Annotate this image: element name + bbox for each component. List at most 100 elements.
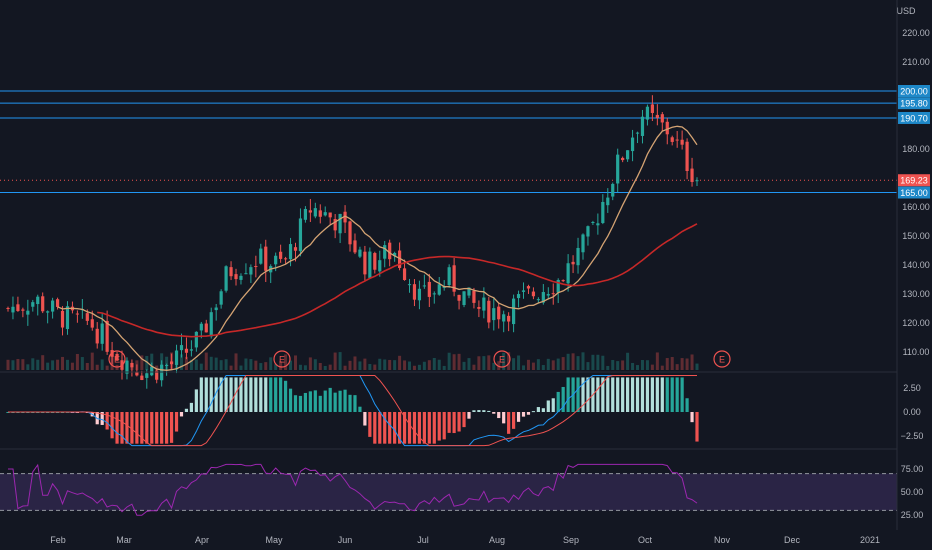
- macd-pane[interactable]: [6, 375, 699, 447]
- candle-body[interactable]: [283, 258, 288, 260]
- candle-body[interactable]: [298, 218, 303, 252]
- candle-body[interactable]: [477, 306, 481, 309]
- candle-body[interactable]: [90, 319, 94, 328]
- candle-body[interactable]: [566, 263, 570, 284]
- candle-body[interactable]: [135, 371, 139, 376]
- candle-body[interactable]: [51, 300, 55, 312]
- candle-body[interactable]: [328, 212, 332, 218]
- candle-body[interactable]: [174, 350, 179, 365]
- candle-body[interactable]: [561, 280, 565, 282]
- candle-body[interactable]: [303, 208, 308, 220]
- candle-body[interactable]: [397, 250, 402, 268]
- candle-body[interactable]: [6, 307, 10, 309]
- candle-body[interactable]: [21, 309, 25, 311]
- candle-body[interactable]: [313, 208, 317, 217]
- candle-body[interactable]: [462, 291, 466, 306]
- candle-body[interactable]: [308, 210, 312, 213]
- candle-body[interactable]: [556, 279, 560, 293]
- candle-body[interactable]: [36, 296, 40, 305]
- candle-body[interactable]: [417, 288, 422, 301]
- candle-body[interactable]: [343, 211, 347, 223]
- candle-body[interactable]: [457, 294, 461, 301]
- candle-body[interactable]: [432, 293, 436, 295]
- earnings-marker[interactable]: [108, 350, 126, 368]
- candle-body[interactable]: [412, 284, 417, 300]
- candle-body[interactable]: [521, 290, 526, 292]
- candle-body[interactable]: [635, 132, 640, 134]
- candle-body[interactable]: [244, 273, 248, 275]
- candle-body[interactable]: [571, 261, 575, 265]
- candle-body[interactable]: [576, 247, 580, 266]
- candle-body[interactable]: [353, 240, 357, 253]
- candle-body[interactable]: [591, 221, 595, 223]
- candle-body[interactable]: [621, 157, 625, 161]
- candle-body[interactable]: [368, 251, 372, 278]
- candle-body[interactable]: [140, 375, 144, 381]
- candle-body[interactable]: [46, 311, 50, 313]
- candle-body[interactable]: [407, 284, 412, 286]
- candle-body[interactable]: [150, 366, 154, 376]
- candle-body[interactable]: [551, 293, 555, 295]
- candle-body[interactable]: [626, 150, 630, 160]
- candle-body[interactable]: [184, 348, 189, 353]
- rsi-pane[interactable]: [0, 463, 897, 516]
- candle-body[interactable]: [640, 116, 645, 136]
- candle-body[interactable]: [472, 290, 476, 303]
- candle-body[interactable]: [363, 251, 367, 275]
- candle-body[interactable]: [234, 274, 238, 280]
- candle-body[interactable]: [125, 360, 129, 374]
- candle-body[interactable]: [130, 362, 134, 368]
- candle-body[interactable]: [511, 298, 516, 325]
- candle-body[interactable]: [274, 255, 278, 265]
- candle-body[interactable]: [169, 361, 174, 365]
- candle-body[interactable]: [531, 291, 536, 297]
- candle-body[interactable]: [41, 296, 45, 312]
- candle-body[interactable]: [214, 307, 218, 311]
- candle-body[interactable]: [685, 141, 689, 172]
- candle-body[interactable]: [546, 294, 550, 296]
- candle-body[interactable]: [95, 328, 99, 344]
- candle-body[interactable]: [239, 275, 243, 280]
- candle-body[interactable]: [259, 248, 263, 264]
- candle-body[interactable]: [393, 252, 397, 256]
- earnings-marker[interactable]: [273, 350, 291, 368]
- candle-body[interactable]: [333, 219, 337, 231]
- candle-body[interactable]: [611, 183, 615, 197]
- candle-body[interactable]: [650, 104, 654, 113]
- candle-body[interactable]: [179, 345, 184, 351]
- candle-body[interactable]: [482, 297, 486, 311]
- candle-body[interactable]: [581, 234, 585, 253]
- candle-body[interactable]: [507, 315, 511, 322]
- candle-body[interactable]: [383, 245, 387, 259]
- candle-body[interactable]: [115, 353, 119, 361]
- earnings-marker[interactable]: [493, 350, 511, 368]
- candle-body[interactable]: [229, 267, 233, 277]
- candle-body[interactable]: [695, 180, 699, 182]
- candle-body[interactable]: [402, 268, 407, 281]
- candle-body[interactable]: [60, 310, 65, 328]
- candle-body[interactable]: [422, 285, 426, 287]
- candle-body[interactable]: [487, 300, 491, 323]
- candle-body[interactable]: [155, 370, 159, 380]
- candle-body[interactable]: [318, 210, 322, 217]
- candle-body[interactable]: [199, 323, 203, 331]
- candle-body[interactable]: [616, 154, 620, 184]
- candle-body[interactable]: [65, 306, 70, 330]
- candle-body[interactable]: [85, 313, 89, 321]
- earnings-marker[interactable]: [713, 350, 731, 368]
- candle-body[interactable]: [606, 197, 610, 206]
- candle-body[interactable]: [105, 320, 109, 352]
- candle-body[interactable]: [452, 265, 456, 292]
- candle-body[interactable]: [254, 266, 258, 268]
- candle-body[interactable]: [630, 137, 635, 152]
- candle-body[interactable]: [427, 281, 431, 297]
- candle-body[interactable]: [249, 267, 253, 275]
- candle-body[interactable]: [55, 299, 60, 307]
- candle-body[interactable]: [348, 221, 352, 245]
- candle-body[interactable]: [378, 260, 382, 272]
- candle-body[interactable]: [26, 310, 30, 315]
- candle-body[interactable]: [323, 212, 327, 216]
- candle-body[interactable]: [516, 294, 521, 299]
- candle-body[interactable]: [596, 223, 600, 226]
